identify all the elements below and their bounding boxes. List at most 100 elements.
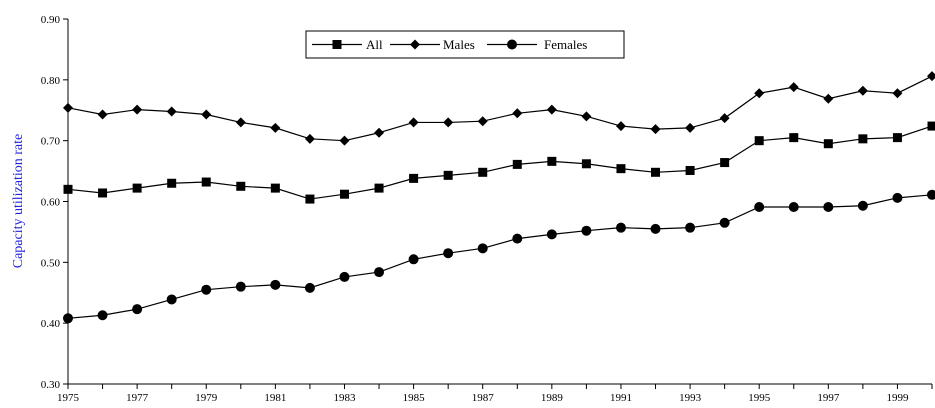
y-axis-label: Capacity utilization rate (11, 134, 26, 269)
data-point-males (788, 82, 799, 93)
data-point-all (927, 121, 935, 131)
data-point-all (339, 189, 349, 199)
x-tick-label: 1977 (126, 392, 149, 404)
y-tick-label: 0.60 (41, 197, 61, 209)
data-point-all (63, 184, 73, 194)
data-point-all (443, 170, 453, 180)
data-point-females (927, 189, 935, 200)
data-point-all (98, 188, 108, 198)
legend-label-all: All (366, 37, 383, 52)
data-point-females (132, 304, 143, 315)
data-point-all (892, 133, 902, 143)
legend-item-females: Females (487, 37, 587, 52)
data-point-females (374, 267, 385, 278)
data-point-females (408, 254, 419, 265)
x-tick-label: 1999 (886, 392, 909, 404)
x-tick-label: 1993 (679, 392, 702, 404)
data-point-all (616, 164, 626, 174)
data-point-all (685, 165, 695, 175)
data-point-females (857, 200, 868, 211)
data-point-all (823, 139, 833, 149)
series-all (63, 121, 935, 204)
data-point-males (512, 108, 523, 119)
series-line-males (67, 75, 933, 142)
data-point-females (823, 201, 834, 212)
data-point-females (270, 279, 281, 290)
data-point-males (63, 102, 73, 113)
data-point-females (512, 233, 523, 244)
data-point-males (650, 124, 661, 135)
data-point-males (235, 117, 246, 128)
data-point-females (685, 222, 696, 233)
data-point-males (374, 127, 385, 138)
data-point-males (408, 117, 419, 128)
data-point-females (166, 294, 177, 305)
data-point-all (478, 167, 488, 177)
series-line-females (67, 194, 933, 319)
x-tick-label: 1989 (541, 392, 564, 404)
y-tick-label: 0.30 (41, 379, 61, 391)
data-point-males (581, 111, 592, 122)
legend-marker-females (507, 39, 517, 50)
y-tick-label: 0.80 (41, 75, 61, 87)
x-tick-label: 1997 (817, 392, 840, 404)
data-point-females (235, 281, 246, 292)
data-point-males (615, 121, 626, 132)
y-tick-label: 0.90 (41, 14, 61, 26)
x-tick-label: 1985 (403, 392, 426, 404)
data-point-all (270, 183, 280, 193)
data-point-all (512, 159, 522, 169)
data-point-males (823, 93, 834, 104)
tick-labels: 0.30 0.40 0.50 0.60 0.70 0.80 0.90 1975 1977 1979… (41, 14, 933, 404)
data-point-males (132, 104, 143, 115)
data-point-males (97, 109, 108, 120)
legend-label-females: Females (544, 37, 587, 52)
data-point-males (754, 88, 765, 99)
data-point-females (892, 192, 903, 203)
data-point-females (546, 229, 557, 240)
data-point-males (270, 122, 281, 133)
data-point-females (201, 284, 212, 295)
data-point-all (305, 194, 315, 204)
data-point-all (167, 178, 177, 188)
x-tick-label: 1983 (333, 392, 356, 404)
data-point-males (685, 122, 696, 133)
legend: All Males Females (305, 30, 625, 59)
data-point-females (754, 201, 765, 212)
data-point-all (409, 173, 419, 183)
data-point-females (581, 225, 592, 236)
data-point-females (63, 313, 73, 324)
data-point-all (132, 183, 142, 193)
x-tick-label: 1981 (264, 392, 286, 404)
x-tick-label: 1987 (472, 392, 495, 404)
data-point-females (443, 248, 454, 259)
legend-item-all: All (312, 37, 383, 52)
data-point-males (339, 135, 350, 146)
data-point-females (650, 223, 661, 234)
data-point-males (719, 113, 730, 124)
series-line-all (67, 125, 933, 200)
data-point-all (651, 167, 661, 177)
data-point-males (201, 109, 212, 120)
data-point-females (304, 282, 315, 293)
data-point-all (374, 183, 384, 193)
x-tick-label: 1979 (195, 392, 218, 404)
y-tick-label: 0.40 (41, 318, 61, 330)
y-tick-label: 0.50 (41, 257, 61, 269)
data-point-all (858, 134, 868, 144)
data-point-females (615, 222, 626, 233)
legend-marker-males (410, 39, 420, 50)
data-point-males (166, 106, 177, 117)
data-point-all (754, 136, 764, 146)
data-point-all (789, 133, 799, 143)
x-tick-label: 1995 (748, 392, 771, 404)
series-group (63, 71, 935, 324)
data-point-all (581, 159, 591, 169)
data-point-males (857, 85, 868, 96)
data-point-females (788, 201, 799, 212)
x-tick-label: 1975 (57, 392, 80, 404)
data-point-females (97, 310, 108, 321)
data-point-females (719, 217, 730, 228)
data-point-females (477, 243, 488, 254)
